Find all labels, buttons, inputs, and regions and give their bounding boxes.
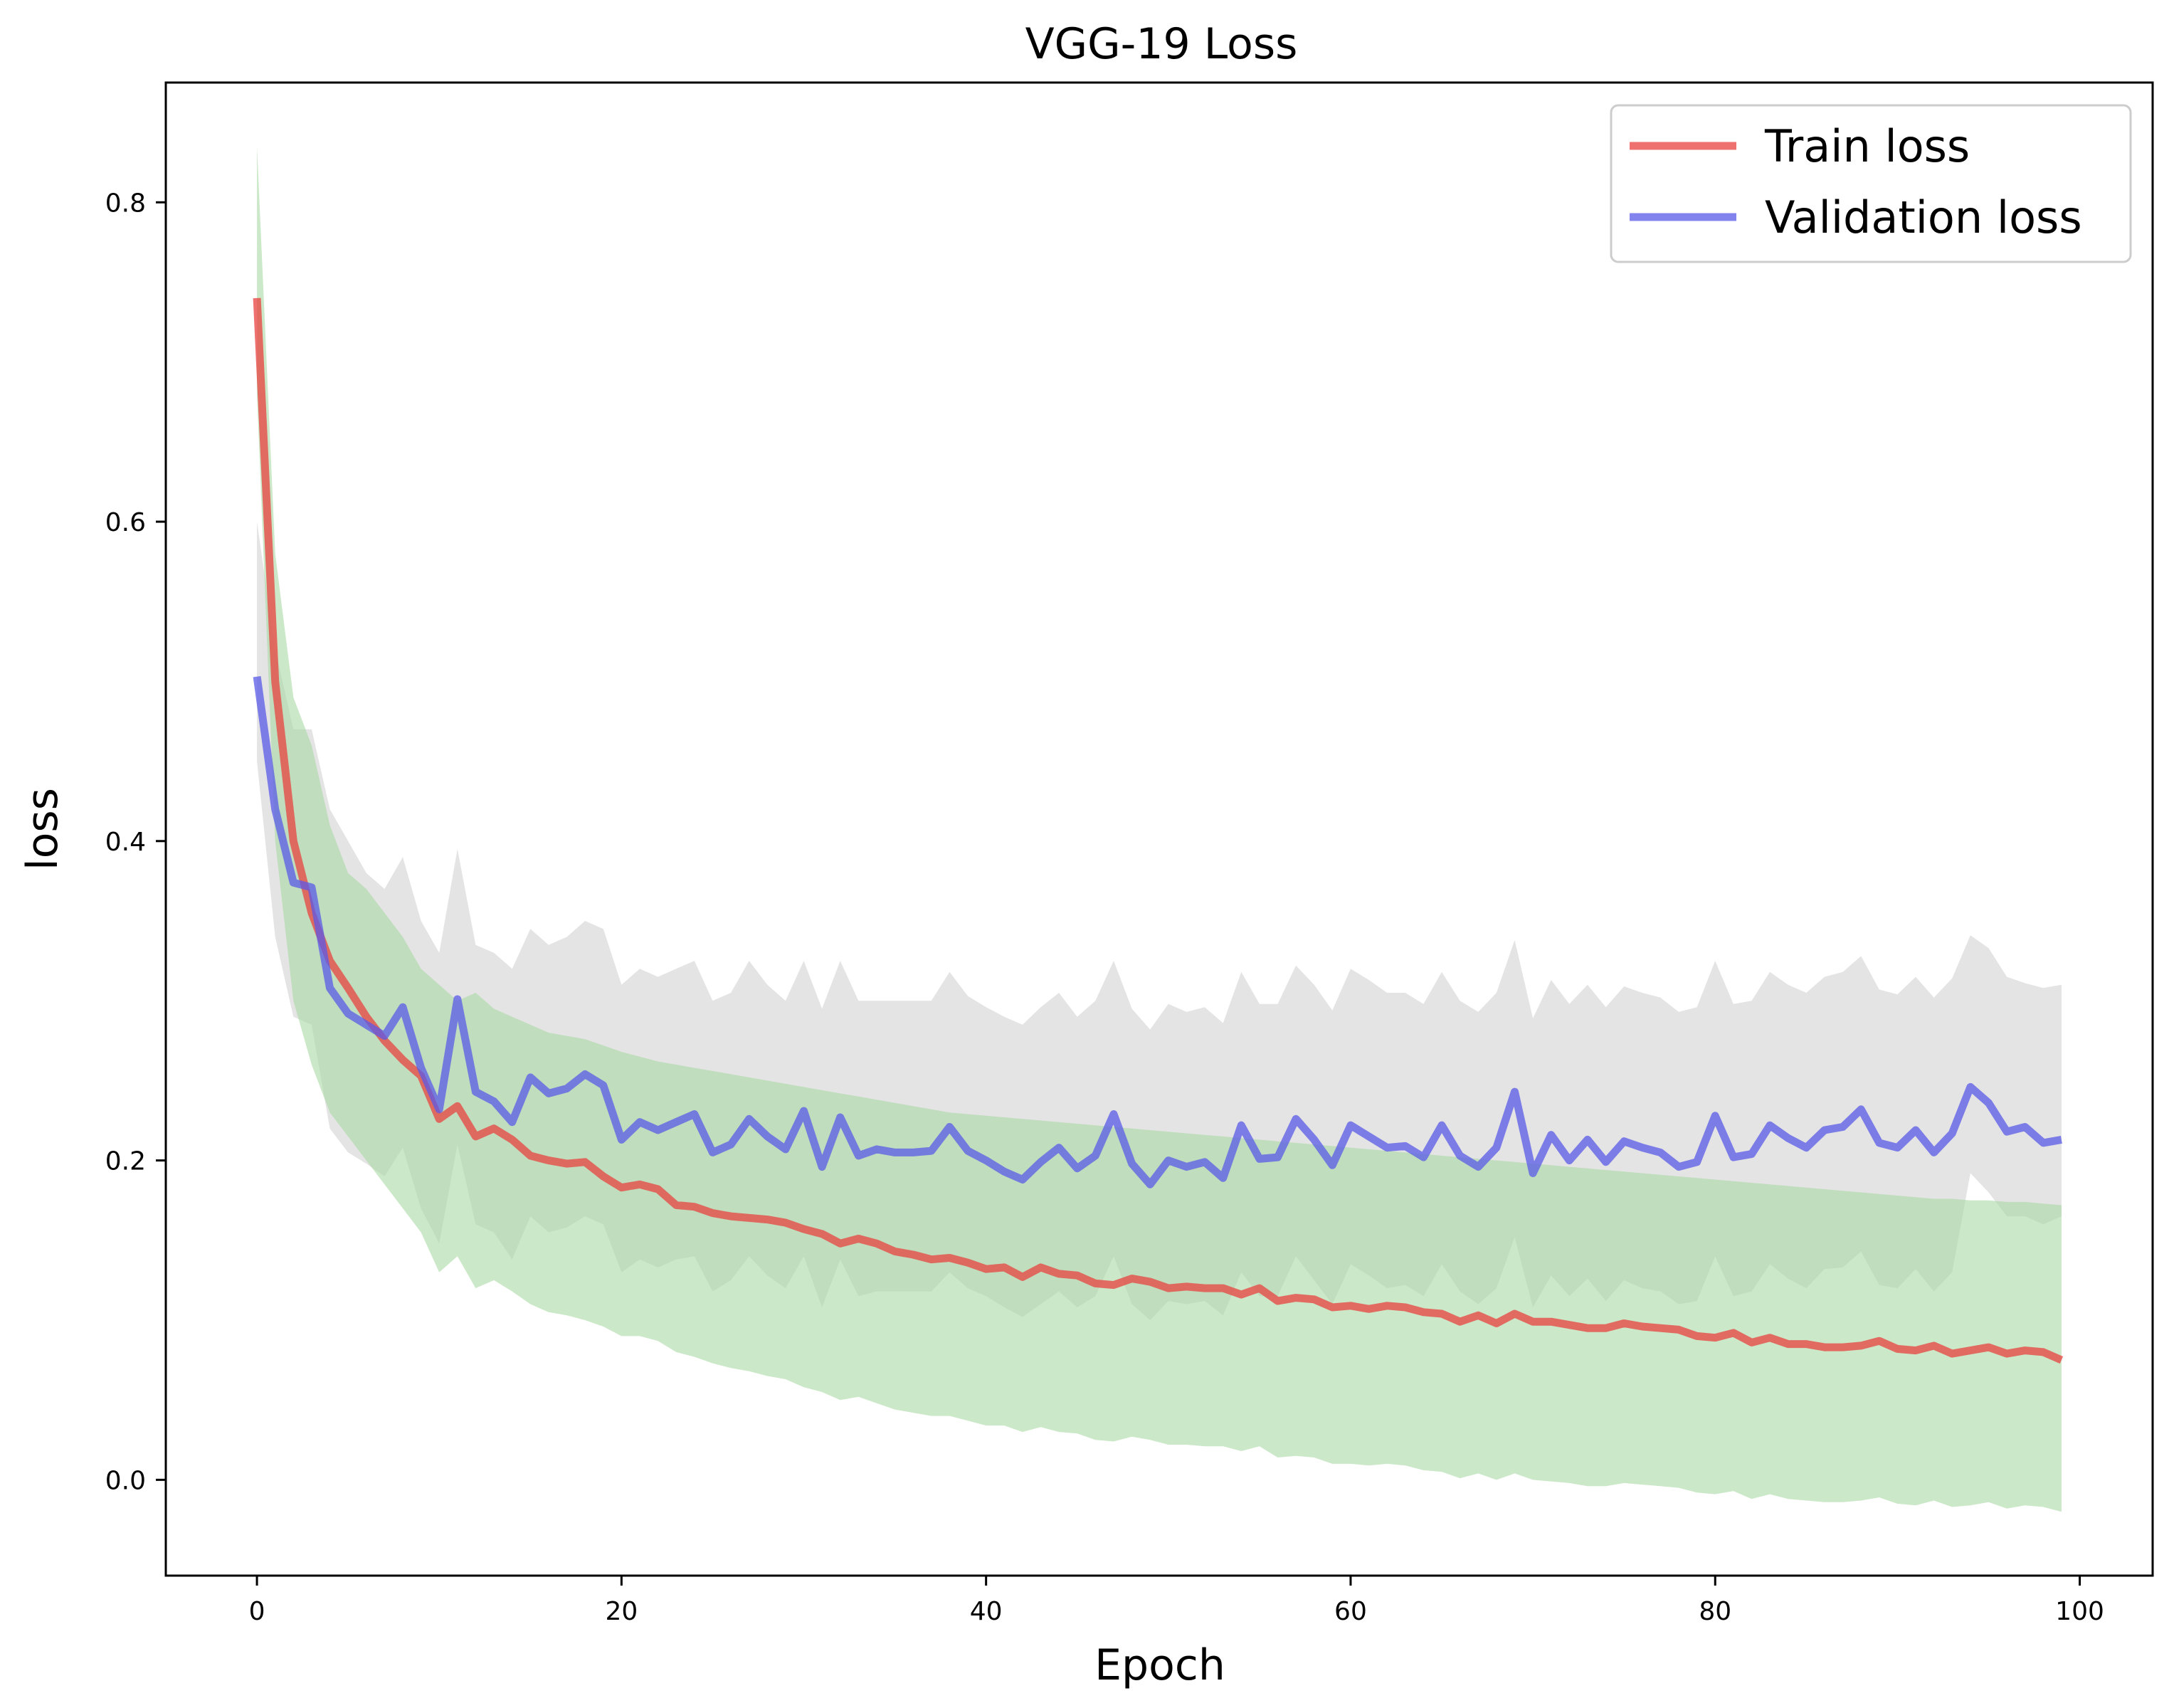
x-axis-label: Epoch [1094, 1640, 1225, 1690]
legend-box [1610, 104, 2132, 263]
chart-title: VGG-19 Loss [1025, 19, 1298, 69]
x-tick-label: 100 [2055, 1597, 2104, 1626]
y-tick-label: 0.2 [105, 1147, 146, 1176]
y-tick-label: 0.0 [105, 1466, 146, 1495]
y-axis-ticks: 0.0 0.2 0.4 0.6 0.8 [105, 189, 166, 1495]
y-tick-label: 0.4 [105, 828, 146, 857]
y-axis-label: loss [18, 788, 68, 870]
legend: Train loss Validation loss [1610, 104, 2132, 263]
validation-loss-line [253, 675, 2062, 1188]
legend-label-validation: Validation loss [1765, 191, 2082, 243]
x-tick-label: 20 [605, 1597, 638, 1626]
error-bands [257, 146, 2062, 1512]
train-loss-band [257, 146, 2062, 1512]
x-axis-ticks: 0 20 40 60 80 100 [249, 1576, 2104, 1626]
plot-frame [164, 81, 2154, 1577]
x-tick-label: 40 [970, 1597, 1003, 1626]
x-tick-label: 0 [249, 1597, 265, 1626]
plot-area [164, 81, 2154, 1577]
x-tick-label: 60 [1334, 1597, 1367, 1626]
y-tick-label: 0.6 [105, 508, 146, 537]
legend-label-train: Train loss [1764, 120, 1970, 172]
y-tick-label: 0.8 [105, 189, 146, 218]
x-tick-label: 80 [1699, 1597, 1731, 1626]
train-loss-line [253, 297, 2064, 1364]
series-lines [253, 297, 2064, 1364]
